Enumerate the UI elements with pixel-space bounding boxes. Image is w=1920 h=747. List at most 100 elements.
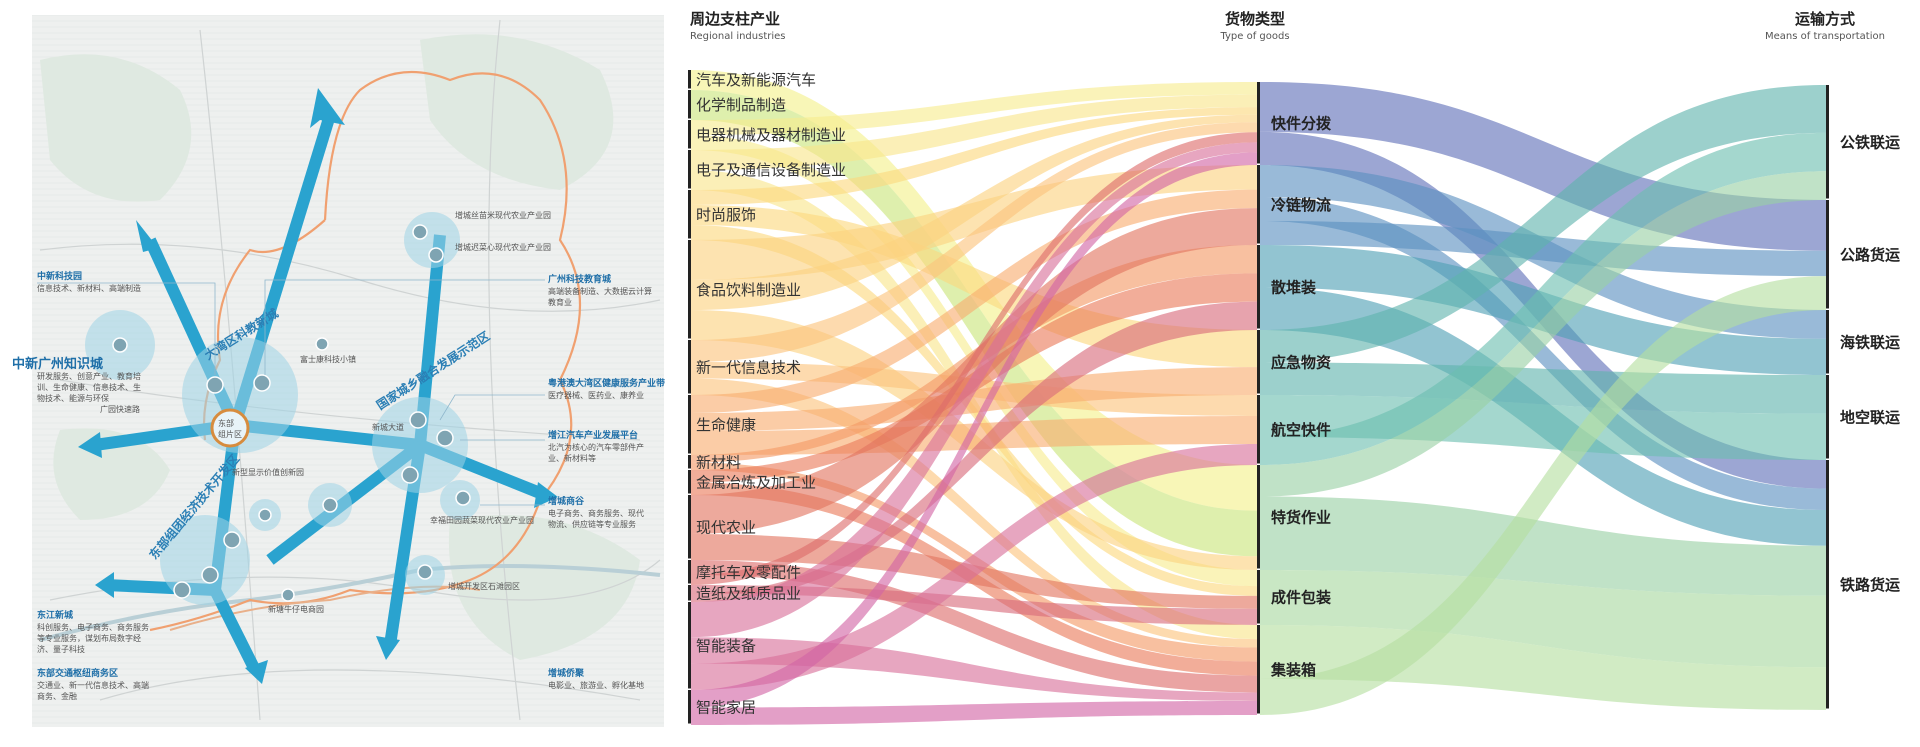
callout-title: 东江新城 (37, 609, 73, 621)
callout-text: 教育业 (548, 297, 572, 307)
goods-node-bar (1257, 165, 1260, 244)
transport-label: 地空联运 (1840, 409, 1900, 427)
flow-ribbon (1260, 276, 1826, 715)
callout-text: 业、新材料等 (548, 453, 596, 463)
goods-node-bar (1257, 465, 1260, 569)
east-hub-marker (210, 408, 250, 448)
industry-node-bar (688, 602, 691, 689)
industry-label: 金属冶炼及加工业 (696, 474, 816, 492)
flow-ribbon (691, 560, 1257, 693)
industry-label: 新材料 (696, 454, 741, 472)
goods-node-bar (1257, 245, 1260, 329)
place-label: 新城大道 (372, 422, 404, 432)
industry-node-bar (688, 560, 691, 584)
industry-label: 化学制品制造 (696, 96, 786, 114)
header-industries: 周边支柱产业 (690, 10, 780, 28)
callout-title: 增江汽车产业发展平台 (548, 429, 638, 441)
flow-ribbon (691, 208, 1257, 535)
sankey-labels: 汽车及新能源汽车化学制品制造电器机械及器材制造业电子及通信设备制造业时尚服饰食品… (696, 71, 1900, 717)
callout-text: 物流、供应链等专业服务 (548, 519, 636, 529)
flow-ribbon (1260, 496, 1826, 596)
industry-label: 生命健康 (696, 416, 756, 434)
flow-ribbon (1260, 197, 1826, 510)
goods-node-bar (1257, 570, 1260, 624)
callout-text: 商务、金融 (37, 691, 77, 701)
industry-node-bar (688, 90, 691, 119)
goods-label: 成件包装 (1271, 589, 1332, 607)
industry-label: 智能家居 (696, 699, 756, 717)
industry-label: 新一代信息技术 (696, 359, 801, 377)
east-hub-label: 东部 (218, 418, 234, 428)
flow-ribbon (691, 205, 1257, 368)
transport-label: 海铁联运 (1840, 334, 1900, 352)
flow-ribbon (691, 378, 1257, 648)
header-goods-en: Type of goods (1219, 31, 1289, 42)
industry-to-goods-flows (691, 70, 1257, 725)
goods-label: 航空快件 (1271, 421, 1331, 439)
flow-ribbon (1260, 171, 1826, 497)
industry-node-bar (688, 120, 691, 149)
header-industries-en: Regional industries (690, 31, 786, 42)
transport-node-bar (1826, 85, 1829, 199)
callout-title: 中新科技园 (37, 270, 82, 282)
header-transport-en: Means of transportation (1765, 31, 1885, 42)
regional-map: 东部 组片区 中新广州知识城 大湾区科教新城 国家城乡融合发展示范区 东部组团经… (12, 15, 665, 727)
transport-node-bar (1826, 200, 1829, 309)
industry-node-bar (688, 150, 691, 189)
industry-label: 电子及通信设备制造业 (696, 161, 846, 179)
goods-label: 特货作业 (1271, 509, 1331, 527)
callout-text: 济、量子科技 (37, 644, 85, 654)
industry-label: 食品饮料制造业 (696, 281, 801, 299)
goods-to-transport-flows (1260, 82, 1826, 715)
flow-ribbon (1260, 132, 1826, 465)
callout-text: 交通业、新一代信息技术、高端 (37, 680, 149, 690)
zone-label-knowledge-city: 中新广州知识城 (12, 356, 103, 372)
goods-node-bar (1257, 625, 1260, 714)
place-label: 广园快速路 (100, 404, 140, 414)
transport-node-bar (1826, 375, 1829, 459)
place-label: 富士康科技小镇 (300, 354, 356, 364)
callout-text: 电子商务、商务服务、现代 (548, 508, 644, 518)
callout-text: 物技术、能源与环保 (37, 393, 109, 403)
axis-arrowheads (78, 88, 558, 684)
callout-group: 中新科技园 信息技术、新材料、高端制造 研发服务、创意产业、教育培 训、生命健康… (37, 270, 665, 701)
callout-text: 科创服务、电子商务、商务服务 (37, 622, 149, 632)
transport-label: 公铁联运 (1840, 134, 1900, 152)
callout-text: 医疗器械、医药业、康养业 (548, 390, 644, 400)
callout-title: 增城商谷 (548, 495, 585, 507)
industry-node-bar (688, 470, 691, 494)
goods-label: 冷链物流 (1271, 196, 1331, 214)
industry-label: 现代农业 (696, 519, 756, 537)
sankey-headers: 周边支柱产业 Regional industries 货物类型 Type of … (690, 10, 1885, 42)
flow-ribbon (691, 90, 1257, 557)
flow-ribbon (1260, 570, 1826, 668)
transport-label: 铁路货运 (1840, 576, 1900, 594)
industry-node-bar (688, 340, 691, 394)
header-transport: 运输方式 (1795, 10, 1855, 28)
transport-node-bar (1826, 310, 1829, 374)
callout-text: 高端装备制造、大数据云计算 (548, 286, 652, 296)
goods-label: 散堆装 (1271, 279, 1317, 297)
east-hub-label-2: 组片区 (218, 429, 242, 439)
flow-ribbon (691, 585, 1257, 625)
industry-node-bar (688, 455, 691, 469)
flow-ribbon (691, 82, 1257, 135)
place-label: 幸福田园蔬菜现代农业产业园 (430, 515, 534, 525)
place-label: 增城丝苗米现代农业产业园 (455, 210, 551, 220)
flow-ribbon (691, 700, 1257, 725)
flow-ribbon (691, 94, 1257, 170)
industry-node-bar (688, 585, 691, 601)
industry-label: 电器机械及器材制造业 (696, 126, 846, 144)
industry-label: 智能装备 (696, 637, 756, 655)
goods-node-bar (1257, 395, 1260, 464)
flow-ribbon (691, 142, 1257, 638)
callout-title: 广州科技教育城 (548, 273, 611, 285)
transport-node-bar (1826, 460, 1829, 709)
industry-label: 时尚服饰 (696, 206, 756, 224)
place-label: 新塘牛仔电商园 (268, 604, 324, 614)
callout-text: 北汽为核心的汽车零部件产 (548, 442, 644, 452)
industry-node-bar (688, 70, 691, 89)
place-label: 新型显示价值创新园 (232, 467, 304, 477)
green-areas (40, 34, 640, 660)
